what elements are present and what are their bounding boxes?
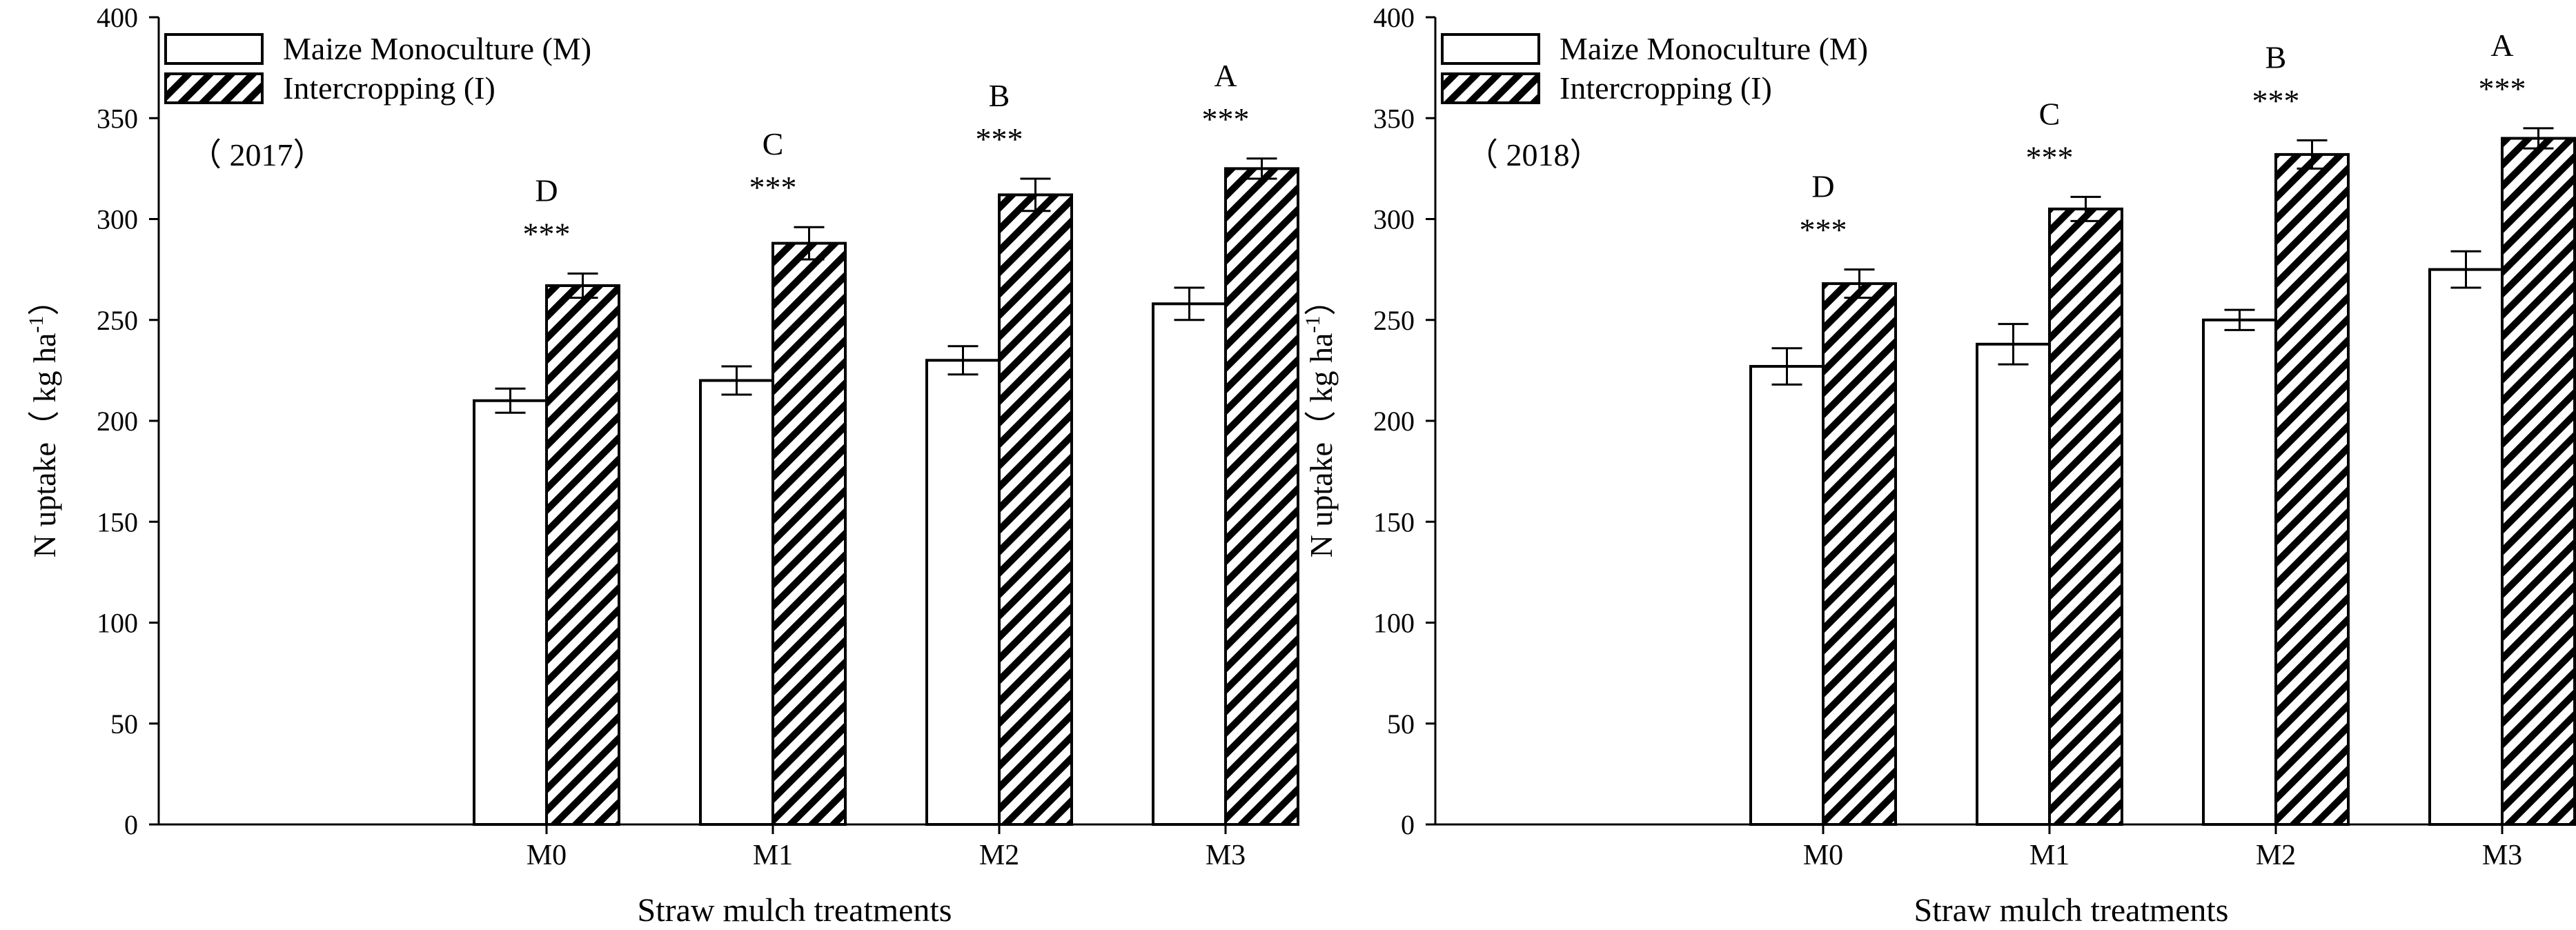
y-tick-label: 0 [124,809,138,840]
bar-monoculture [925,359,1001,826]
bar-monoculture [699,379,774,826]
panel-year-label: （ 2017） [190,137,325,172]
error-bar-intercropping [2523,127,2554,150]
error-bar-monoculture [721,365,752,396]
error-bar-intercropping [2297,139,2328,170]
significance-mark: *** [1800,212,1847,248]
error-bar-monoculture [1771,347,1802,386]
y-axis-label-sup: -1 [1301,316,1324,333]
legend: Maize Monoculture (M) Intercropping (I) [1441,31,1868,106]
group-letter: C [2039,96,2061,131]
y-tick-label: 150 [1373,506,1415,537]
significance-mark: *** [749,170,797,205]
significance-mark: *** [2026,139,2074,175]
y-tick-label: 400 [1373,2,1415,33]
legend-label-intercropping: Intercropping (I) [283,70,495,106]
error-bar-intercropping [1020,177,1051,212]
legend-label-intercropping: Intercropping (I) [1560,70,1772,106]
group-letter: A [2490,28,2513,63]
y-axis-label-sup: -1 [25,316,48,333]
y-tick-label: 250 [97,305,138,336]
y-tick-label: 300 [1373,204,1415,235]
chart-panel-2018: 0 50 100 150 200 250 300 350 400 N uptake（ kg ha-… [1301,2,2576,929]
error-bar-monoculture [2224,308,2255,331]
significance-mark: *** [2252,83,2300,118]
error-bar-intercropping [794,226,825,261]
error-bar-monoculture [1174,286,1205,321]
y-tick-label: 0 [1401,809,1415,840]
legend-swatch-intercropping [164,72,264,104]
bar-intercropping [545,284,620,826]
y-tick-label: 350 [1373,103,1415,134]
error-bar-intercropping [1844,268,1875,299]
error-bar-monoculture [495,387,526,414]
bar-monoculture [473,399,548,826]
error-bar-monoculture [1998,323,2029,366]
legend-swatch-monoculture [164,33,264,65]
chart-panel-2017: 0 50 100 150 200 250 300 350 400 N uptake（ kg ha-… [25,2,1299,929]
y-axis-label-text: N uptake（ kg ha [27,333,62,558]
error-bar-monoculture [947,345,979,376]
bar-intercropping [2274,152,2350,826]
panel-year-label: （ 2018） [1466,137,1602,172]
significance-mark: *** [2479,71,2526,106]
significance-mark: *** [1202,101,1250,137]
y-axis-label: N uptake（ kg ha-1） [25,284,62,558]
y-tick-label: 200 [97,406,138,437]
x-tick-label: M0 [527,840,567,871]
error-bar-intercropping [567,272,598,299]
error-bar-intercropping [2070,195,2101,222]
y-tick-label: 150 [97,506,138,537]
x-tick-label: M1 [753,840,793,871]
bar-monoculture [2202,318,2277,826]
x-tick-label: M2 [2256,840,2296,871]
y-tick-label: 50 [1387,709,1415,740]
y-tick-label: 350 [97,103,138,134]
y-tick-label: 300 [97,204,138,235]
significance-mark: *** [523,216,571,251]
bar-monoculture [1749,365,1825,826]
x-axis-label: Straw mulch treatments [1914,892,2229,929]
y-tick-label: 400 [97,2,138,33]
group-letter: B [989,78,1010,113]
y-axis-label-close: ） [27,284,62,316]
y-tick-label: 100 [97,608,138,639]
bar-intercropping [771,241,847,827]
y-tick-label: 50 [110,709,138,740]
y-tick-label: 250 [1373,305,1415,336]
x-tick-label: M1 [2029,840,2069,871]
error-bar-intercropping [1246,157,1277,180]
legend-swatch-intercropping [1441,72,1540,104]
bar-monoculture [1976,342,2051,827]
y-tick-label: 100 [1373,608,1415,639]
bar-monoculture [1152,302,1227,827]
x-tick-label: M2 [979,840,1019,871]
x-tick-label: M0 [1803,840,1843,871]
group-letter: B [2265,39,2287,75]
y-axis-label-close: ） [1304,284,1339,316]
bar-intercropping [998,193,1073,826]
bar-monoculture [2428,268,2504,826]
group-letter: A [1214,58,1237,93]
bar-intercropping [2048,207,2123,826]
significance-mark: *** [976,121,1023,157]
x-tick-label: M3 [2482,840,2522,871]
bar-intercropping [2501,137,2576,826]
group-letter: D [1811,169,1834,204]
bar-intercropping [1224,167,1299,826]
legend-label-monoculture: Maize Monoculture (M) [1560,31,1868,66]
legend-swatch-monoculture [1441,33,1540,65]
error-bar-monoculture [2450,250,2481,289]
legend-label-monoculture: Maize Monoculture (M) [283,31,591,66]
bar-intercropping [1822,282,1897,827]
x-tick-label: M3 [1206,840,1246,871]
y-axis-label: N uptake（ kg ha-1） [1301,284,1339,558]
group-letter: C [763,126,784,161]
legend: Maize Monoculture (M) Intercropping (I) [164,31,591,106]
group-letter: D [535,172,558,208]
y-axis-label-text: N uptake（ kg ha [1304,333,1339,558]
y-tick-label: 200 [1373,406,1415,437]
x-axis-label: Straw mulch treatments [638,892,952,929]
